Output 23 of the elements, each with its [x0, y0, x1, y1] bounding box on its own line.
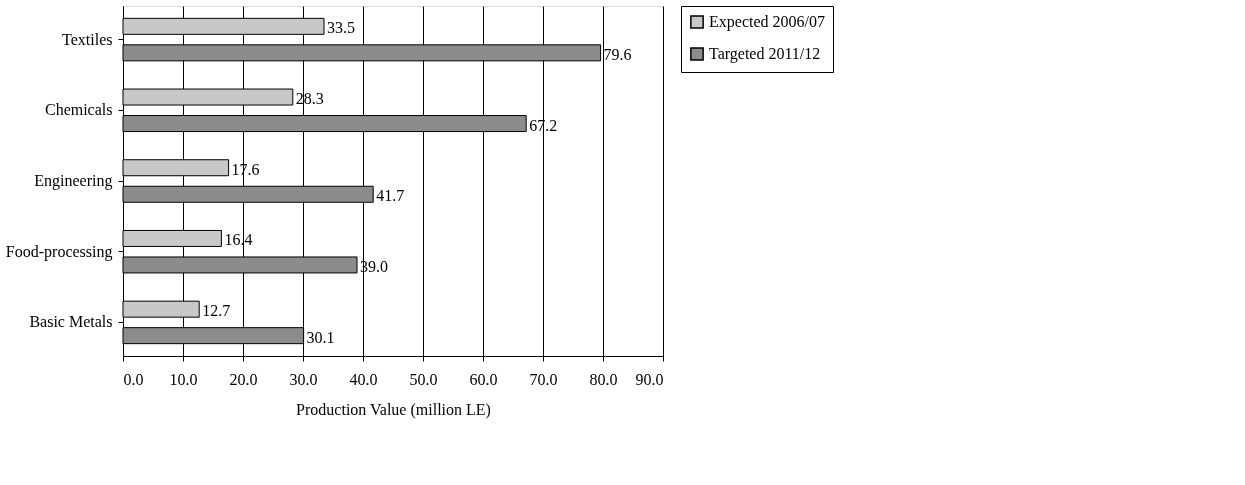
y-tick-label: Chemicals: [44, 101, 113, 119]
x-tick-label: 50.0: [409, 370, 438, 388]
x-axis-title: Production Value (million LE): [296, 400, 491, 419]
data-label: 12.7: [202, 302, 231, 320]
x-tick-label: 70.0: [529, 370, 558, 388]
x-tick-label: 40.0: [349, 370, 378, 388]
x-tick-label: 60.0: [469, 370, 498, 388]
data-label: 30.1: [306, 328, 335, 346]
x-tick-label: 90.0: [635, 370, 664, 388]
data-label: 79.6: [603, 45, 632, 63]
x-tick-label: 80.0: [589, 370, 618, 388]
y-tick-label: Basic Metals: [29, 313, 113, 331]
data-label: 33.5: [327, 19, 355, 37]
legend-label: Expected 2006/07: [709, 13, 825, 31]
x-tick-label: 20.0: [229, 370, 258, 388]
x-tick-label: 0.0: [123, 370, 144, 388]
y-tick-label: Food-processing: [5, 242, 113, 261]
data-label: 41.7: [376, 187, 405, 205]
y-tick-label: Engineering: [34, 172, 113, 190]
x-tick-label: 30.0: [289, 370, 318, 388]
x-tick-label: 10.0: [169, 370, 198, 388]
y-tick-label: Textiles: [62, 30, 113, 48]
legend-label: Targeted 2011/12: [709, 45, 821, 63]
